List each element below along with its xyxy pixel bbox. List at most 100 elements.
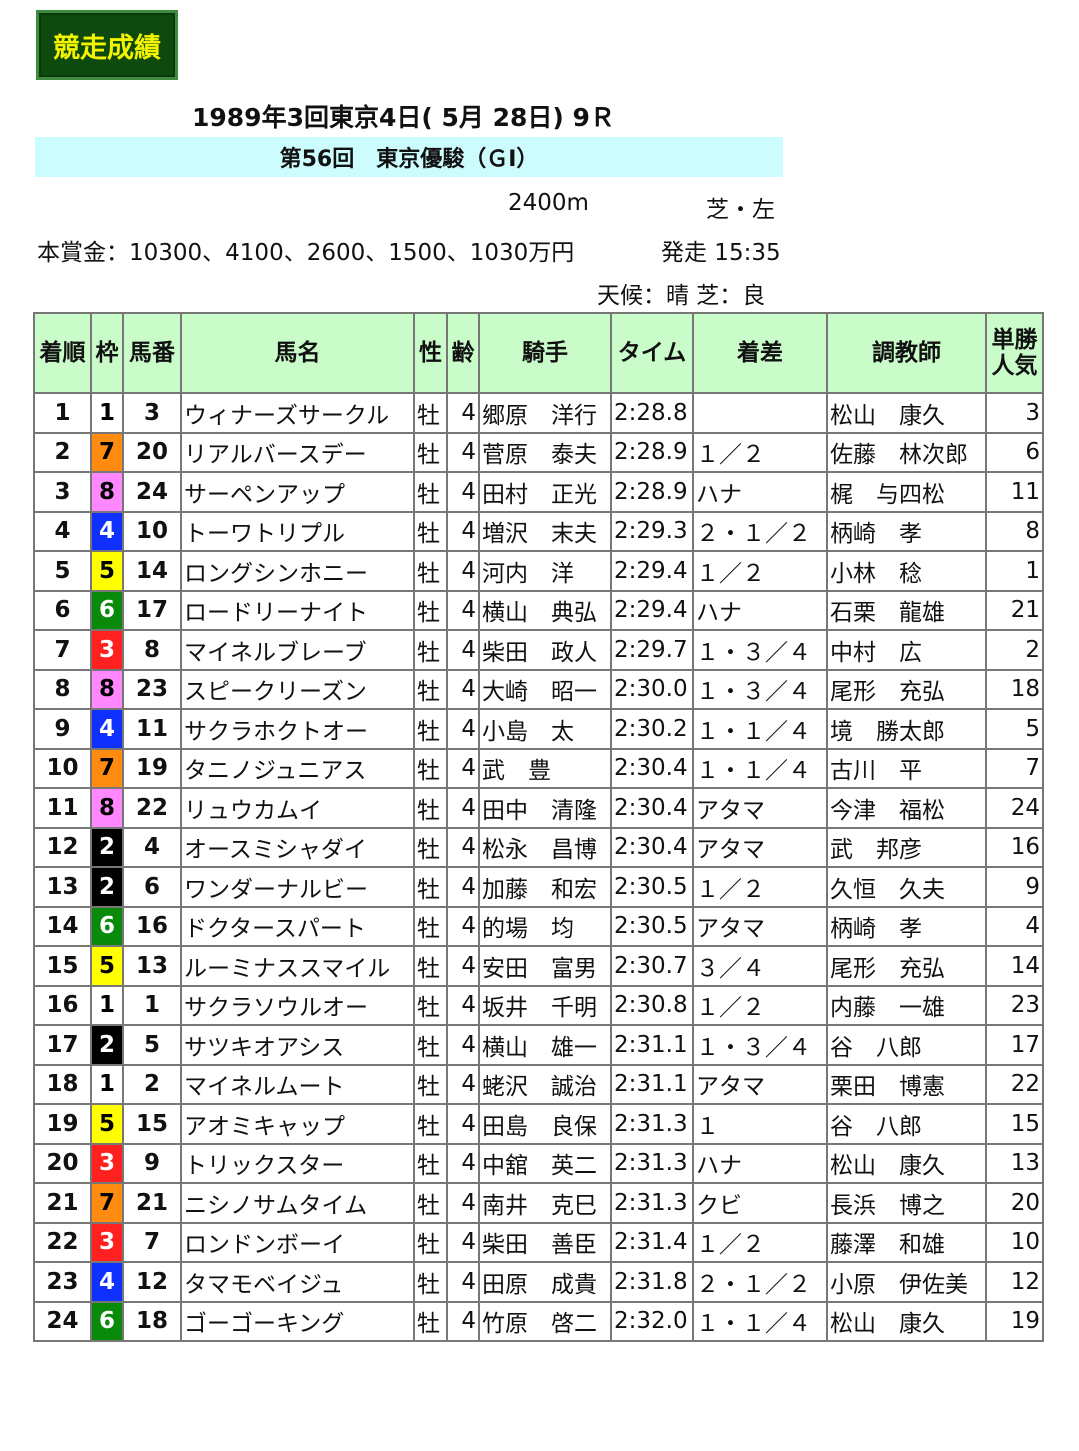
- popularity: 9: [985, 866, 1044, 908]
- age: 4: [446, 984, 480, 1026]
- frame-number: 8: [90, 471, 124, 513]
- horse-number: 8: [122, 629, 182, 671]
- horse-name: ロングシンホニー: [180, 550, 415, 592]
- margin: １／２: [692, 984, 828, 1026]
- finish-position: 13: [33, 866, 92, 908]
- time: 2:29.4: [610, 589, 694, 631]
- age: 4: [446, 629, 480, 671]
- margin: [692, 392, 828, 434]
- finish-position: 16: [33, 984, 92, 1026]
- sex: 牡: [413, 392, 448, 434]
- time: 2:30.0: [610, 668, 694, 710]
- jockey: 田原 成貴: [478, 1261, 612, 1303]
- distance: 2400m: [508, 190, 589, 216]
- frame-number: 4: [90, 510, 124, 552]
- horse-name: ニシノサムタイム: [180, 1182, 415, 1224]
- popularity: 19: [985, 1300, 1044, 1342]
- finish-position: 20: [33, 1142, 92, 1184]
- finish-position: 21: [33, 1182, 92, 1224]
- finish-position: 15: [33, 945, 92, 987]
- frame-number: 1: [90, 984, 124, 1026]
- finish-position: 8: [33, 668, 92, 710]
- trainer: 古川 平: [826, 747, 987, 789]
- sex: 牡: [413, 1063, 448, 1105]
- popularity: 10: [985, 1221, 1044, 1263]
- horse-number: 10: [122, 510, 182, 552]
- finish-position: 3: [33, 471, 92, 513]
- finish-position: 5: [33, 550, 92, 592]
- table-row: 1 1 3 ウィナーズサークル牡 4 郷原 洋行 2:28.8 松山 康久 3: [33, 392, 1044, 434]
- frame-number: 3: [90, 1142, 124, 1184]
- horse-name: ワンダーナルビー: [180, 866, 415, 908]
- trainer: 長浜 博之: [826, 1182, 987, 1224]
- header-sex: 性: [413, 312, 448, 394]
- finish-position: 2: [33, 431, 92, 473]
- jockey: 菅原 泰夫: [478, 431, 612, 473]
- trainer: 今津 福松: [826, 787, 987, 829]
- horse-name: ドクタースパート: [180, 905, 415, 947]
- sex: 牡: [413, 905, 448, 947]
- horse-number: 23: [122, 668, 182, 710]
- jockey: 田中 清隆: [478, 787, 612, 829]
- jockey: 松永 昌博: [478, 826, 612, 868]
- header-horse-number: 馬番: [122, 312, 182, 394]
- results-table: 着順枠馬番 馬名性齢騎手 タイム 着差 調教師 単勝人気 1 1 3 ウィナーズサークル牡 4 郷原…: [33, 312, 1044, 1342]
- header-age: 齢: [446, 312, 480, 394]
- horse-name: マイネルムート: [180, 1063, 415, 1105]
- popularity: 4: [985, 905, 1044, 947]
- horse-number: 7: [122, 1221, 182, 1263]
- horse-number: 24: [122, 471, 182, 513]
- sex: 牡: [413, 826, 448, 868]
- jockey: 増沢 末夫: [478, 510, 612, 552]
- horse-number: 21: [122, 1182, 182, 1224]
- margin: ハナ: [692, 589, 828, 631]
- finish-position: 1: [33, 392, 92, 434]
- trainer: 柄崎 孝: [826, 905, 987, 947]
- frame-number: 2: [90, 826, 124, 868]
- horse-name: マイネルブレーブ: [180, 629, 415, 671]
- sex: 牡: [413, 1182, 448, 1224]
- race-date: 1989年3回東京4日( 5月 28日) 9Ｒ: [192, 103, 615, 132]
- finish-position: 14: [33, 905, 92, 947]
- frame-number: 5: [90, 1103, 124, 1145]
- sex: 牡: [413, 1142, 448, 1184]
- trainer: 久恒 久夫: [826, 866, 987, 908]
- prize-money: 本賞金：10300、4100、2600、1500、1030万円: [37, 240, 575, 266]
- margin: １／２: [692, 1221, 828, 1263]
- margin: １／２: [692, 550, 828, 592]
- margin: １・１／４: [692, 708, 828, 750]
- trainer: 尾形 充弘: [826, 668, 987, 710]
- horse-number: 16: [122, 905, 182, 947]
- table-row: 20 3 9 トリックスター牡 4 中舘 英二 2:31.3 ハナ 松山 康久 13: [33, 1142, 1044, 1184]
- time: 2:30.2: [610, 708, 694, 750]
- frame-number: 7: [90, 431, 124, 473]
- jockey: 柴田 善臣: [478, 1221, 612, 1263]
- horse-name: リュウカムイ: [180, 787, 415, 829]
- sex: 牡: [413, 431, 448, 473]
- popularity: 23: [985, 984, 1044, 1026]
- sex: 牡: [413, 708, 448, 750]
- jockey: 武 豊: [478, 747, 612, 789]
- sex: 牡: [413, 945, 448, 987]
- jockey: 蛯沢 誠治: [478, 1063, 612, 1105]
- jockey: 安田 富男: [478, 945, 612, 987]
- sex: 牡: [413, 668, 448, 710]
- table-row: 16 1 1 サクラソウルオー牡 4 坂井 千明 2:30.8 １／２ 内藤 一雄 23: [33, 984, 1044, 1026]
- sex: 牡: [413, 1024, 448, 1066]
- popularity: 2: [985, 629, 1044, 671]
- age: 4: [446, 1024, 480, 1066]
- time: 2:29.3: [610, 510, 694, 552]
- popularity: 15: [985, 1103, 1044, 1145]
- trainer: 尾形 充弘: [826, 945, 987, 987]
- sex: 牡: [413, 589, 448, 631]
- race-name: 第56回 東京優駿（ＧⅠ）: [35, 137, 783, 177]
- horse-number: 4: [122, 826, 182, 868]
- margin: アタマ: [692, 1063, 828, 1105]
- time: 2:31.3: [610, 1142, 694, 1184]
- trainer: 境 勝太郎: [826, 708, 987, 750]
- horse-name: ロードリーナイト: [180, 589, 415, 631]
- frame-number: 3: [90, 1221, 124, 1263]
- finish-position: 18: [33, 1063, 92, 1105]
- time: 2:31.3: [610, 1182, 694, 1224]
